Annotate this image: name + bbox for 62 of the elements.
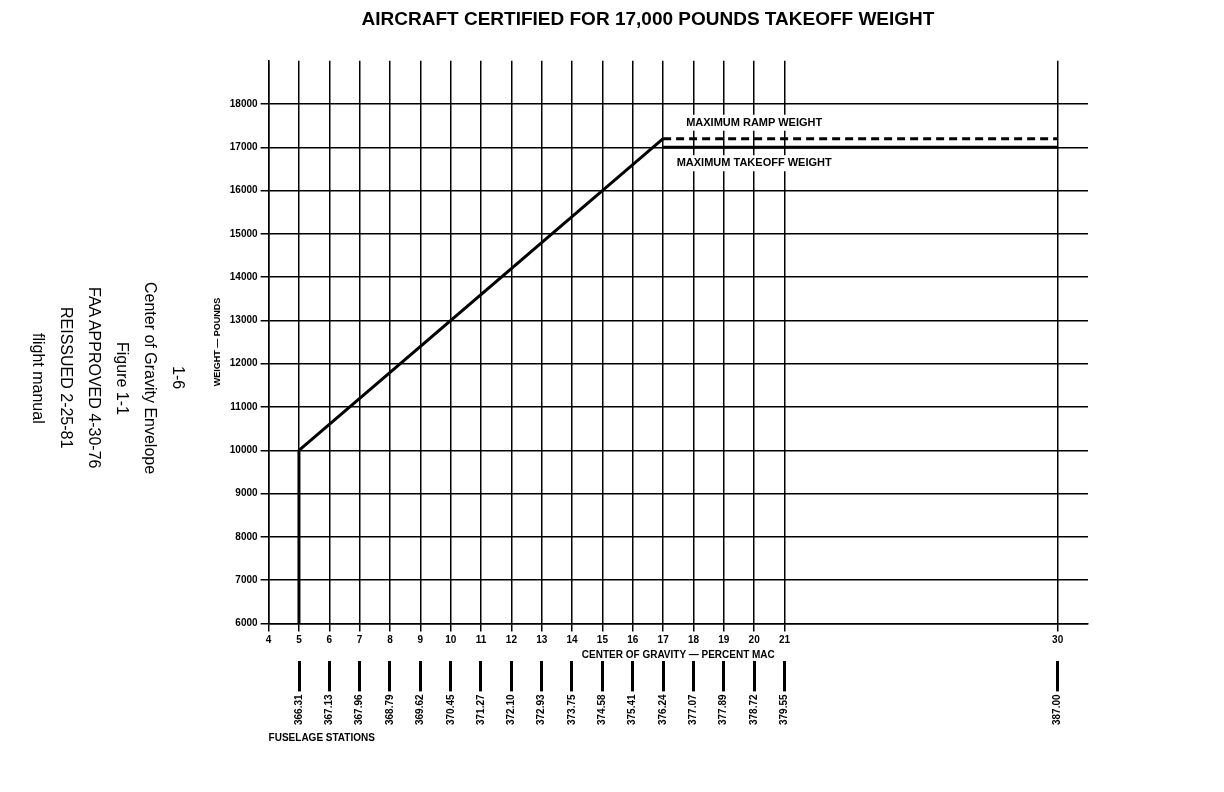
x2-tick-label: 367.13 (322, 693, 334, 726)
y-tick-label: 9000 (235, 487, 259, 499)
x-tick-label: 17 (657, 634, 670, 646)
x-tick-label: 30 (1052, 634, 1064, 646)
y-tick-label: 10000 (229, 444, 259, 456)
x2-tick-label: 379.55 (778, 693, 790, 726)
x2-tick-label: 387.00 (1051, 693, 1063, 726)
y-tick-label: 17000 (229, 141, 259, 153)
x2-axis-title: FUSELAGE STATIONS (268, 731, 376, 743)
x2-tick-label: 376.24 (656, 693, 668, 726)
x-tick-label: 12 (505, 634, 518, 646)
x-tick-label: 10 (445, 634, 457, 646)
x2-tick-label: 375.41 (626, 693, 638, 726)
x-tick-label: 20 (748, 634, 761, 646)
y-tick-label: 11000 (230, 400, 259, 412)
chart-title: AIRCRAFT CERTIFIED FOR 17,000 POUNDS TAKEOFF WEIGHT (361, 7, 935, 29)
x2-tick-label: 371.27 (474, 693, 486, 726)
y-tick-label: 6000 (235, 617, 259, 629)
y-axis-title: WEIGHT — POUNDS (211, 297, 222, 387)
x2-tick-label: 377.07 (687, 693, 699, 726)
y-tick-label: 15000 (229, 227, 259, 239)
y-tick-label: 7000 (235, 573, 259, 585)
x-tick-label: 7 (356, 634, 363, 646)
x2-tick-label: 374.58 (595, 693, 607, 726)
x2-tick-label: 372.93 (535, 693, 547, 726)
x-tick-label: 11 (475, 634, 487, 646)
x-tick-label: 19 (718, 634, 730, 646)
x2-tick-label: 377.89 (717, 693, 729, 726)
x2-tick-label: 366.31 (292, 693, 304, 726)
x-tick-label: 18 (687, 634, 700, 646)
y-tick-label: 13000 (229, 314, 259, 326)
x-tick-label: 21 (778, 634, 791, 646)
text: 1-6 (169, 366, 188, 390)
x2-tick-label: 378.72 (747, 693, 759, 726)
x2-tick-label: 370.45 (444, 693, 456, 726)
x-tick-label: 6 (326, 634, 333, 646)
x2-tick-label: 367.96 (353, 693, 365, 726)
caption: Figure 1-1 (113, 341, 132, 415)
annotation: MAXIMUM TAKEOFF WEIGHT (676, 156, 832, 169)
text: Center of Gravity Envelope (141, 281, 160, 475)
x2-tick-label: 368.79 (383, 693, 395, 726)
text: FAA APPROVED 4-30-76 (85, 287, 104, 469)
x-tick-label: 13 (536, 634, 548, 646)
y-tick-label: 18000 (229, 97, 259, 109)
x-tick-label: 15 (596, 634, 609, 646)
x-tick-label: 14 (566, 634, 579, 646)
x2-tick-label: 373.75 (565, 693, 577, 726)
annotation: MAXIMUM RAMP WEIGHT (686, 115, 823, 128)
y-tick-label: 16000 (229, 184, 259, 196)
x-tick-label: 4 (265, 634, 272, 646)
x-tick-label: 9 (417, 634, 424, 646)
x2-tick-label: 369.62 (414, 693, 426, 726)
x-tick-label: 16 (627, 634, 639, 646)
y-tick-label: 14000 (229, 270, 259, 282)
y-tick-label: 8000 (235, 530, 259, 542)
text: REISSUED 2-25-81 (57, 307, 76, 449)
text: flight manual (29, 332, 48, 424)
y-tick-label: 12000 (229, 357, 259, 369)
x-tick-label: 8 (387, 634, 394, 646)
x2-tick-label: 372.10 (505, 693, 517, 726)
x-axis-title: CENTER OF GRAVITY — PERCENT MAC (581, 649, 775, 661)
x-tick-label: 5 (296, 634, 303, 646)
